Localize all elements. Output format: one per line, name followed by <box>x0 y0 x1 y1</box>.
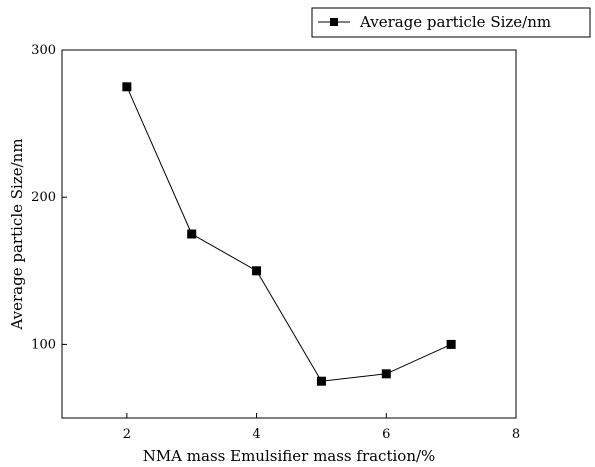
data-point <box>316 376 326 386</box>
x-tick-label: 2 <box>123 427 131 442</box>
data-point <box>187 229 197 239</box>
data-point <box>252 266 262 276</box>
legend: Average particle Size/nm <box>311 7 591 38</box>
x-tick-label: 8 <box>512 427 520 442</box>
y-tick-label: 100 <box>31 337 56 352</box>
y-tick-label: 300 <box>31 43 56 58</box>
legend-label: Average particle Size/nm <box>359 13 551 31</box>
y-tick-label: 200 <box>31 190 56 205</box>
y-axis-ticks: 100 200 300 <box>31 43 67 352</box>
x-axis-title: NMA mass Emulsifier mass fraction/% <box>143 447 436 465</box>
legend-box <box>311 7 591 38</box>
plot-frame <box>61 49 517 419</box>
x-axis-ticks: 2 4 6 8 <box>123 413 520 442</box>
y-axis-title: Average particle Size/nm <box>8 138 26 330</box>
series-line <box>126 86 452 382</box>
x-tick-label: 6 <box>382 427 390 442</box>
legend-marker <box>330 18 338 26</box>
data-point <box>381 369 391 379</box>
data-point <box>446 339 456 349</box>
data-point <box>122 82 132 92</box>
series-group <box>122 82 456 386</box>
x-tick-label: 4 <box>252 427 260 442</box>
